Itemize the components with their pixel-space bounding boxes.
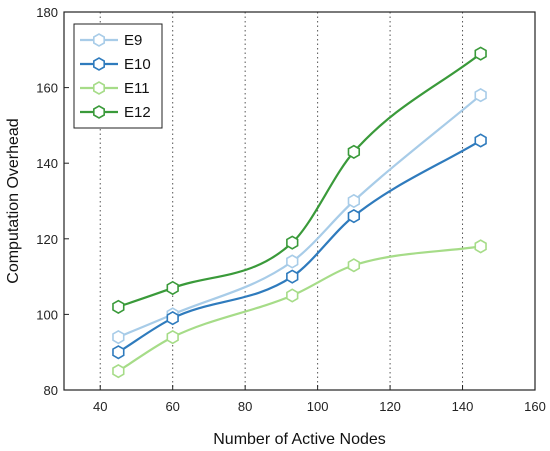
data-point-e11: [474, 239, 487, 254]
series-layer: [112, 46, 487, 379]
series-e10: [112, 133, 487, 360]
series-e12: [112, 46, 487, 314]
data-point-e11: [347, 258, 361, 273]
data-point-e12: [286, 235, 299, 250]
legend-label: E10: [124, 56, 151, 73]
data-point-e12: [347, 144, 361, 159]
legend-item-e11: E11: [80, 80, 150, 97]
x-tick-label: 60: [165, 399, 179, 414]
x-axis-title: Number of Active Nodes: [213, 431, 386, 448]
legend: E9 E10 E11 E12: [73, 23, 163, 129]
y-axis-title: Computation Overhead: [5, 118, 22, 283]
series-e11: [112, 239, 487, 379]
legend-box: [73, 23, 163, 129]
y-tick-label: 140: [36, 156, 58, 171]
data-point-e11: [112, 363, 125, 379]
data-point-e10: [166, 311, 179, 326]
data-point-e9: [286, 254, 299, 269]
plot-frame: [63, 11, 536, 391]
grid-layer: [99, 12, 464, 390]
x-tick-label: 120: [379, 399, 401, 414]
y-tick-label: 100: [36, 307, 58, 322]
y-tick-label: 180: [36, 5, 58, 20]
legend-item-e10: E10: [80, 56, 151, 73]
data-point-e10: [474, 133, 487, 148]
data-point-e11: [166, 329, 179, 345]
legend-label: E11: [124, 80, 150, 97]
legend-item-e9: E9: [80, 32, 142, 49]
data-point-e10: [347, 208, 361, 224]
data-point-e9: [112, 329, 125, 345]
y-tick-label: 120: [36, 232, 58, 247]
legend-label: E9: [124, 32, 142, 49]
data-point-e12: [474, 46, 487, 61]
x-tick-label: 160: [524, 399, 546, 414]
data-point-e10: [112, 345, 125, 360]
y-tick-label: 80: [44, 383, 58, 398]
y-tick-label: 160: [36, 81, 58, 96]
legend-swatch-marker: [93, 57, 105, 71]
data-point-e12: [166, 280, 179, 296]
data-point-e9: [474, 88, 487, 103]
legend-swatch-marker: [93, 105, 105, 119]
x-tick-label: 40: [93, 399, 107, 414]
data-point-e9: [347, 193, 361, 209]
data-point-e12: [112, 299, 125, 314]
legend-item-e12: E12: [80, 104, 151, 121]
ticks-layer: 40 60 80 100 120 140 160 80 100 120 140 160 180: [36, 5, 546, 414]
data-point-e10: [286, 269, 299, 284]
legend-swatch-marker: [93, 33, 105, 47]
x-tick-label: 80: [238, 399, 252, 414]
legend-swatch-marker: [93, 81, 105, 95]
legend-label: E12: [124, 104, 151, 121]
data-point-e11: [286, 288, 299, 303]
x-tick-label: 100: [307, 399, 329, 414]
x-tick-label: 140: [452, 399, 474, 414]
series-e9: [112, 88, 487, 345]
